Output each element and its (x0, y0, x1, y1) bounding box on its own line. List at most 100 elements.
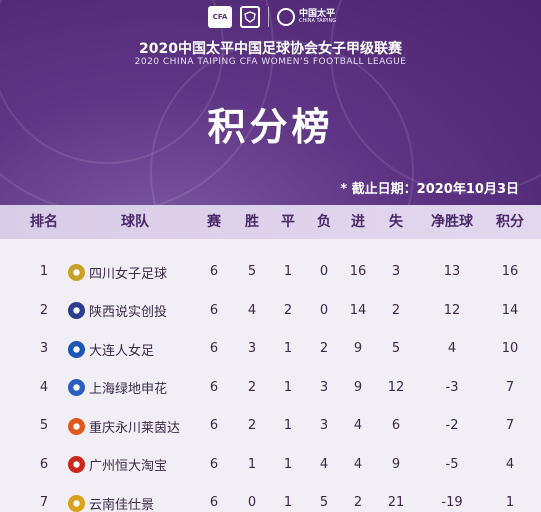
col-goals-against-header: 失 (389, 214, 403, 230)
col-points-header: 积分 (496, 214, 524, 230)
team-cell: 广州恒大淘宝 (68, 446, 167, 484)
sponsor-name-cn: 中国太平 (299, 9, 336, 19)
goals-for-cell: 4 (353, 456, 363, 472)
goals-against-cell: 12 (387, 379, 405, 395)
col-played-header: 赛 (207, 214, 221, 230)
draw-cell: 1 (283, 379, 293, 395)
rank-cell: 7 (39, 495, 49, 510)
col-team-header: 球队 (121, 214, 149, 230)
team-name: 大连人女足 (89, 343, 155, 359)
loss-cell: 3 (319, 418, 329, 433)
dalian-badge-icon (68, 340, 85, 358)
draw-cell: 1 (283, 264, 293, 279)
points-cell: 16 (501, 264, 519, 279)
col-win-header: 胜 (245, 214, 259, 230)
goal-diff-cell: 12 (443, 302, 461, 318)
played-cell: 6 (209, 379, 219, 395)
team-name: 上海绿地申花 (89, 382, 168, 397)
goal-diff-cell: 4 (447, 341, 457, 356)
team-cell: 云南佳仕景 (68, 484, 154, 512)
shaanxi-badge-icon (68, 302, 85, 319)
league-title-en: 2020 CHINA TAIPING CFA WOMEN’S FOOTBALL … (134, 57, 407, 67)
team-name: 重庆永川莱茵达 (89, 420, 181, 436)
win-cell: 4 (247, 302, 257, 318)
table-row: 2 6 4 2 0 14 2 12 14 陕西说实创投 (0, 292, 541, 330)
deadline-note: * 截止日期：2020年10月3日 (340, 182, 519, 197)
goals-for-cell: 4 (353, 418, 363, 433)
draw-cell: 2 (283, 302, 293, 318)
goals-against-cell: 6 (391, 418, 401, 433)
team-cell: 上海绿地申花 (68, 369, 167, 407)
goals-for-cell: 9 (353, 341, 363, 356)
draw-cell: 1 (283, 495, 293, 510)
table-row: 5 6 2 1 3 4 6 -2 7 重庆永川莱茵达 (0, 407, 541, 445)
badge-shield-icon (244, 11, 256, 23)
loss-cell: 4 (319, 456, 329, 472)
goal-diff-cell: -5 (445, 456, 459, 472)
table-header: 排名 球队 赛 胜 平 负 进 失 净胜球 积分 (0, 205, 541, 239)
rank-cell: 1 (39, 264, 49, 279)
goal-diff-cell: 13 (443, 264, 461, 279)
team-cell: 四川女子足球 (68, 253, 167, 291)
goals-against-cell: 3 (391, 264, 401, 279)
goal-diff-cell: -2 (445, 418, 459, 433)
win-cell: 0 (247, 495, 257, 510)
draw-cell: 1 (283, 418, 293, 433)
cfa-logo: CFA (208, 6, 232, 28)
col-rank-header: 排名 (30, 214, 58, 230)
played-cell: 6 (209, 302, 219, 318)
goals-against-cell: 21 (387, 495, 405, 510)
logo-bar: CFA 中国太平 CHINA TAIPING (208, 6, 336, 28)
played-cell: 6 (209, 341, 219, 356)
points-cell: 7 (505, 418, 515, 433)
goals-for-cell: 16 (349, 264, 367, 279)
rank-cell: 4 (39, 379, 49, 395)
win-cell: 5 (247, 264, 257, 279)
league-badge-icon (240, 6, 260, 28)
team-cell: 大连人女足 (68, 330, 154, 368)
goals-against-cell: 5 (391, 341, 401, 356)
goal-diff-cell: -19 (441, 495, 463, 510)
loss-cell: 0 (319, 264, 329, 279)
win-cell: 2 (247, 418, 257, 433)
goals-for-cell: 14 (349, 302, 367, 318)
header-banner: CFA 中国太平 CHINA TAIPING 2020中国太平中国足球协会女子甲… (0, 0, 541, 205)
yunnan-badge-icon (68, 494, 85, 512)
points-cell: 7 (505, 379, 515, 395)
col-goals-for-header: 进 (351, 214, 365, 230)
table-row: 6 6 1 1 4 4 9 -5 4 广州恒大淘宝 (0, 446, 541, 484)
loss-cell: 2 (319, 341, 329, 356)
win-cell: 3 (247, 341, 257, 356)
page-title: 积分榜 (207, 105, 334, 149)
draw-cell: 1 (283, 341, 293, 356)
rank-cell: 3 (39, 341, 49, 356)
china-taiping-logo: 中国太平 CHINA TAIPING (277, 8, 336, 26)
rank-cell: 2 (39, 302, 49, 318)
col-goal-diff-header: 净胜球 (431, 214, 473, 230)
goal-diff-cell: -3 (445, 379, 459, 395)
team-name: 云南佳仕景 (89, 497, 155, 512)
team-name: 四川女子足球 (89, 266, 168, 282)
table-row: 1 6 5 1 0 16 3 13 16 四川女子足球 (0, 253, 541, 291)
goals-for-cell: 2 (353, 495, 363, 510)
loss-cell: 5 (319, 495, 329, 510)
table-row: 4 6 2 1 3 9 12 -3 7 上海绿地申花 (0, 369, 541, 407)
win-cell: 1 (247, 456, 257, 472)
goals-against-cell: 2 (391, 302, 401, 318)
loss-cell: 3 (319, 379, 329, 395)
league-title-cn: 2020中国太平中国足球协会女子甲级联赛 (139, 41, 402, 57)
sponsor-name-en: CHINA TAIPING (299, 18, 337, 24)
played-cell: 6 (209, 456, 219, 472)
logo-divider (268, 7, 269, 27)
points-cell: 14 (501, 302, 519, 318)
goals-against-cell: 9 (391, 456, 401, 472)
played-cell: 6 (209, 495, 219, 510)
shanghai-badge-icon (68, 379, 85, 396)
sichuan-badge-icon (68, 263, 85, 281)
col-draw-header: 平 (281, 214, 295, 230)
col-loss-header: 负 (317, 214, 331, 230)
points-cell: 4 (505, 456, 515, 472)
played-cell: 6 (209, 418, 219, 433)
table-row: 7 6 0 1 5 2 21 -19 1 云南佳仕景 (0, 484, 541, 512)
